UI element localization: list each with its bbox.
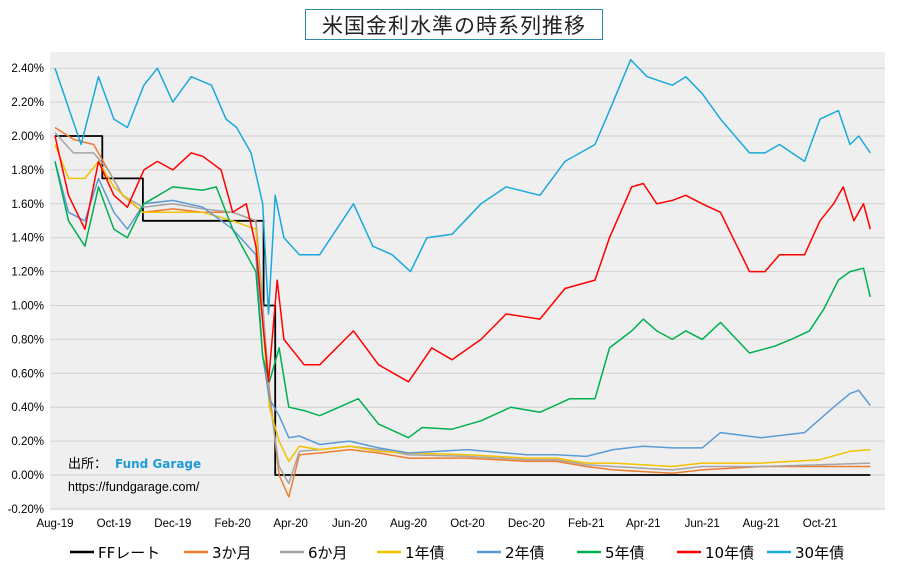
y-axis-ticks: -0.20% 0.00% 0.20% 0.40% 0.60% 0.80% 1.00% 1.20… — [8, 63, 44, 516]
y-tick-label: 0.20% — [11, 436, 44, 448]
legend-label: 1年債 — [405, 544, 445, 562]
x-tick-label: Feb-20 — [215, 518, 251, 530]
y-tick-label: 0.60% — [11, 368, 44, 380]
x-tick-label: Aug-21 — [743, 518, 780, 530]
x-tick-label: Feb-21 — [568, 518, 604, 530]
y-tick-label: 1.20% — [11, 267, 44, 279]
x-tick-label: Oct-21 — [803, 518, 838, 530]
series-line — [54, 58, 871, 315]
x-tick-label: Apr-20 — [273, 518, 308, 530]
x-tick-label: Dec-19 — [154, 518, 191, 530]
legend-label: 30年債 — [795, 544, 844, 562]
x-tick-label: Oct-19 — [97, 518, 132, 530]
x-tick-label: Jun-20 — [332, 518, 367, 530]
y-tick-label: 1.40% — [11, 233, 44, 245]
y-tick-label: -0.20% — [8, 504, 44, 516]
chart-title-text: 米国金利水準の時系列推移 — [322, 13, 586, 38]
y-tick-label: 1.80% — [11, 165, 44, 177]
x-tick-label: Aug-20 — [390, 518, 427, 530]
x-tick-label: Oct-20 — [450, 518, 485, 530]
legend-label: FFレート — [98, 544, 160, 562]
series-line — [54, 161, 872, 439]
series-line — [54, 135, 872, 383]
x-tick-label: Dec-20 — [508, 518, 545, 530]
chart-title: 米国金利水準の時系列推移 — [305, 9, 603, 40]
x-tick-label: Jun-21 — [685, 518, 720, 530]
y-tick-label: 1.00% — [11, 301, 44, 313]
series-line — [54, 132, 871, 485]
legend: FFレート 3か月 6か月 1年債 2年債 5年債 10年債 30年債 — [70, 544, 844, 562]
y-tick-label: 2.00% — [11, 131, 44, 143]
y-tick-label: 2.40% — [11, 63, 44, 75]
y-tick-label: 1.60% — [11, 199, 44, 211]
plot-area — [50, 52, 885, 510]
x-tick-label: Aug-19 — [36, 518, 73, 530]
legend-label: 3か月 — [212, 544, 252, 562]
x-tick-label: Apr-21 — [626, 518, 661, 530]
grid-lines — [50, 67, 885, 510]
series-lines — [54, 58, 872, 498]
legend-label: 5年債 — [605, 544, 645, 562]
source-label: 出所： — [68, 457, 107, 472]
source-name: Fund Garage — [115, 457, 201, 471]
series-line — [55, 135, 871, 476]
legend-label: 6か月 — [308, 544, 348, 562]
x-axis-ticks: Aug-19 Oct-19 Dec-19 Feb-20 Apr-20 Jun-20 Aug-… — [36, 518, 837, 530]
legend-label: 2年債 — [505, 544, 545, 562]
y-tick-label: 0.40% — [11, 402, 44, 414]
series-line — [54, 161, 871, 458]
y-tick-label: 2.20% — [11, 97, 44, 109]
legend-label: 10年債 — [705, 544, 754, 562]
y-tick-label: 0.80% — [11, 334, 44, 346]
source-url[interactable]: https://fundgarage.com/ — [68, 480, 200, 494]
y-tick-label: 0.00% — [11, 470, 44, 482]
series-line — [54, 144, 871, 468]
source-note: 出所： Fund Garage https://fundgarage.com/ — [68, 457, 201, 494]
